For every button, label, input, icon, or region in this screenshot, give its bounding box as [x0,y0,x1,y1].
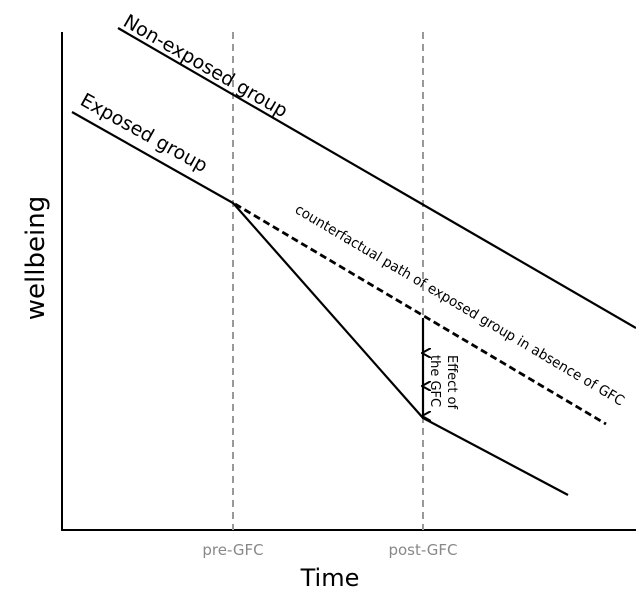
x-axis-title: Time [300,564,360,590]
exposed-label: Exposed group [77,89,212,177]
post-gfc-tick-label: post-GFC [388,541,457,559]
effect-label-line1: Effect of [444,355,459,409]
pre-gfc-tick-label: pre-GFC [202,541,263,559]
exposed-line [71,111,569,496]
effect-label-line2: the GFC [427,355,442,407]
non-exposed-line [117,27,636,329]
effect-label: Effect of the GFC [427,355,459,409]
y-axis-title: wellbeing [21,196,51,320]
counterfactual-line [234,202,607,426]
non-exposed-label: Non-exposed group [120,10,292,122]
